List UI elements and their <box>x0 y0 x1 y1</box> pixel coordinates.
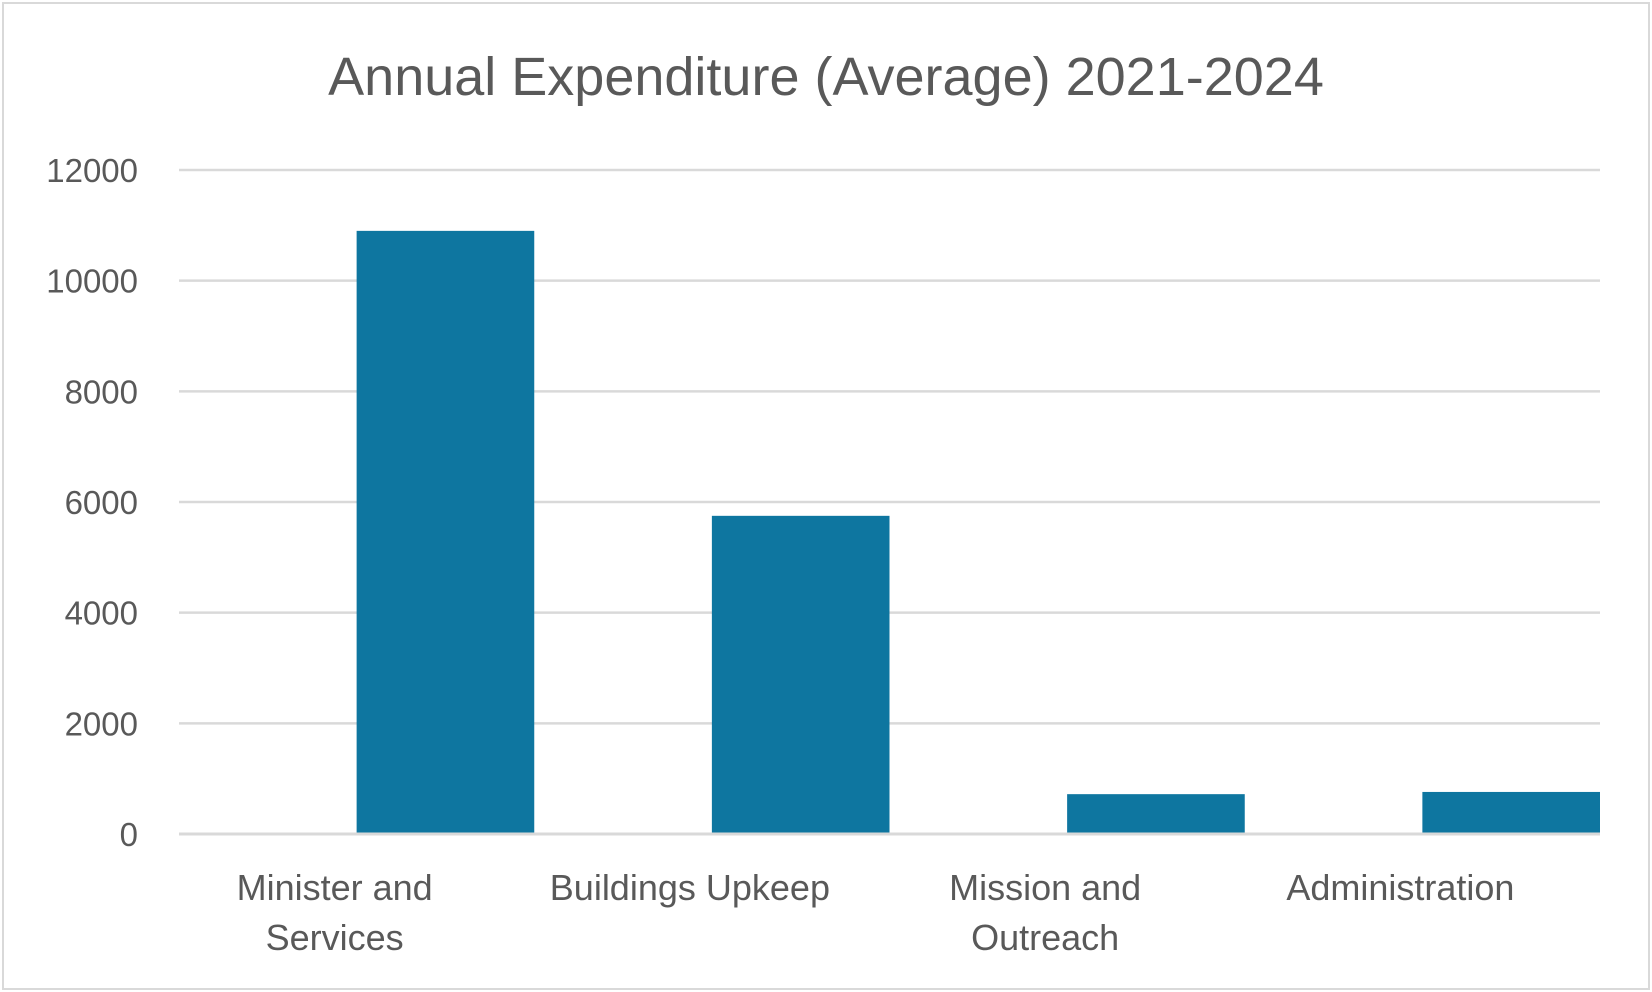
x-tick-label: Buildings Upkeep <box>550 867 830 908</box>
y-tick-label: 12000 <box>46 152 138 189</box>
chart-title: Annual Expenditure (Average) 2021-2024 <box>328 47 1324 107</box>
y-tick-label: 0 <box>120 816 138 853</box>
x-tick-label-line: Buildings Upkeep <box>550 867 830 908</box>
bar-2 <box>1067 794 1245 834</box>
y-tick-label: 8000 <box>65 373 138 410</box>
bar-0 <box>356 230 535 834</box>
x-tick-label-line: Administration <box>1286 867 1514 908</box>
x-tick-label-line: Minister and <box>237 867 433 908</box>
x-axis-tick-labels: Minister and Services Buildings Upkeep Miss… <box>237 867 1515 958</box>
y-tick-label: 6000 <box>65 484 138 521</box>
x-tick-label-line: Services <box>266 917 404 958</box>
y-tick-label: 10000 <box>46 263 138 300</box>
bar-3 <box>1422 791 1600 834</box>
x-tick-label: Minister and Services <box>237 867 433 958</box>
x-tick-label: Mission and Outreach <box>949 867 1141 958</box>
y-axis-tick-labels: 0 2000 4000 6000 8000 10000 12000 <box>46 152 138 853</box>
x-tick-label: Administration <box>1286 867 1514 908</box>
x-tick-label-line: Mission and <box>949 867 1141 908</box>
y-tick-label: 4000 <box>65 595 138 632</box>
bar-1 <box>711 515 890 834</box>
bars <box>356 230 1600 834</box>
y-tick-label: 2000 <box>65 705 138 742</box>
x-tick-label-line: Outreach <box>971 917 1119 958</box>
